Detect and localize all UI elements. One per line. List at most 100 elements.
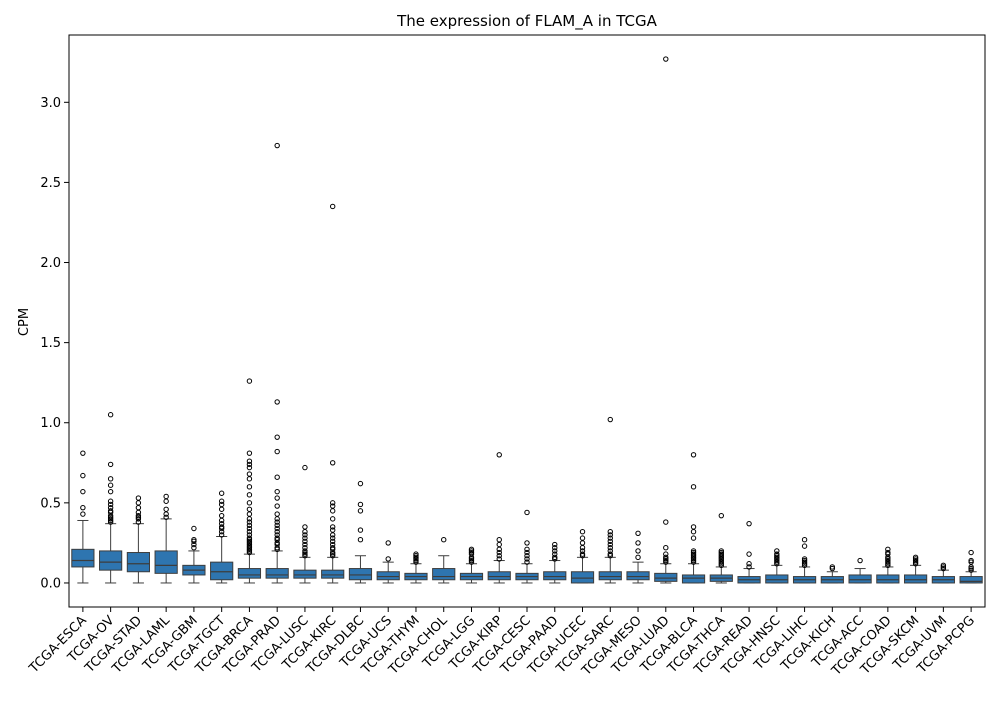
outlier-point (302, 532, 308, 538)
outlier-point (746, 551, 752, 557)
outlier-point (663, 551, 669, 557)
outlier-point (246, 511, 253, 517)
outlier-point (246, 464, 253, 471)
outlier-point (163, 511, 169, 517)
outlier-point (690, 484, 697, 490)
outlier-point (357, 537, 364, 543)
outlier-point (107, 508, 114, 514)
outlier-point (135, 516, 142, 522)
outlier-point (690, 548, 697, 554)
box-tcga-meso (626, 571, 650, 581)
outlier-point (468, 546, 475, 553)
box-tcga-ucec (570, 571, 595, 584)
outlier-point (607, 535, 613, 541)
outlier-point (468, 549, 475, 556)
box-tcga-kirc (321, 569, 345, 579)
outlier-point (357, 508, 364, 514)
outlier-point (107, 501, 114, 508)
outlier-point (329, 535, 336, 541)
outlier-point (940, 562, 947, 569)
y-tick-label: 3.0 (40, 96, 61, 111)
outlier-point (80, 488, 86, 495)
outlier-point (274, 474, 280, 480)
outlier-point (607, 541, 613, 548)
outlier-point (163, 493, 169, 500)
outlier-point (912, 556, 919, 562)
outlier-point (524, 559, 530, 565)
box-tcga-coad (876, 574, 900, 584)
outlier-point (552, 541, 558, 548)
outlier-point (80, 511, 86, 517)
outlier-point (635, 530, 641, 536)
box-tcga-lusc (293, 569, 317, 579)
outlier-point (718, 512, 725, 519)
outlier-point (274, 522, 280, 528)
outlier-point (524, 549, 530, 556)
outlier-point (274, 399, 280, 405)
outlier-point (413, 554, 419, 561)
outlier-point (579, 551, 586, 557)
outlier-point (218, 501, 225, 508)
outlier-point (885, 557, 891, 564)
box-tcga-skcm (904, 574, 928, 584)
outlier-point (579, 528, 586, 535)
outlier-point (246, 519, 253, 525)
outlier-point (302, 535, 308, 541)
outlier-point (246, 538, 253, 545)
outlier-point (191, 545, 197, 551)
outlier-point (468, 557, 475, 564)
outlier-point (607, 532, 613, 538)
outlier-point (80, 472, 86, 479)
box-tcga-pcpg (959, 576, 983, 584)
outlier-point (524, 540, 530, 546)
outlier-point (579, 548, 586, 554)
outlier-point (746, 561, 752, 567)
outlier-point (524, 546, 530, 553)
outlier-point (801, 537, 808, 543)
box-tcga-blca (681, 574, 706, 584)
y-tick-label: 0.5 (40, 496, 61, 511)
outlier-point (302, 551, 308, 557)
outlier-point (246, 450, 253, 456)
outlier-point (718, 548, 725, 554)
box-tcga-prad (265, 568, 289, 579)
outlier-point (690, 528, 697, 535)
outlier-point (246, 461, 253, 468)
outlier-point (274, 511, 280, 517)
outlier-point (302, 545, 308, 551)
outlier-point (218, 517, 225, 524)
outlier-point (579, 540, 586, 546)
box-tcga-brca (237, 568, 262, 579)
outlier-point (496, 556, 502, 562)
outlier-point (274, 528, 280, 535)
outlier-point (579, 545, 586, 551)
box-tcga-ucs (376, 571, 400, 581)
outlier-point (552, 551, 558, 557)
outlier-point (302, 538, 308, 545)
outlier-point (801, 557, 808, 564)
outlier-point (246, 500, 253, 506)
outlier-point (218, 520, 225, 527)
outlier-point (690, 452, 697, 458)
box-tcga-acc (848, 574, 872, 584)
outlier-point (552, 545, 558, 551)
outlier-point (357, 480, 364, 487)
outlier-point (329, 524, 336, 530)
box-tcga-chol (432, 568, 456, 581)
box-tcga-laml (154, 550, 178, 574)
outlier-point (246, 522, 253, 528)
outlier-point (496, 553, 502, 559)
outlier-point (218, 490, 225, 496)
outlier-point (107, 516, 114, 522)
outlier-point (885, 546, 891, 553)
outlier-point (468, 548, 475, 554)
outlier-point (413, 553, 419, 559)
outlier-point (829, 564, 836, 570)
outlier-point (329, 508, 336, 514)
outlier-point (246, 476, 253, 482)
outlier-point (607, 528, 613, 535)
outlier-point (274, 495, 280, 501)
outlier-point (274, 532, 280, 538)
